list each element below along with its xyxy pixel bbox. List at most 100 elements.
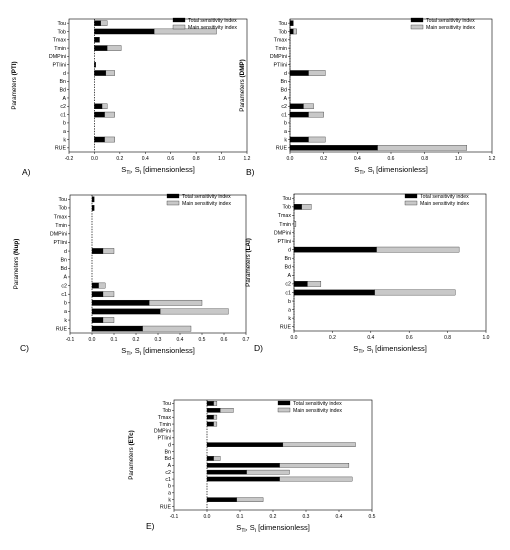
category-label-Tmin: Tmin [275, 46, 287, 52]
category-label-PTIini: PTIini [53, 240, 67, 246]
panel-label: B) [246, 167, 255, 177]
x-tick-label: 1.0 [483, 335, 490, 341]
legend-swatch-main [404, 200, 418, 206]
x-tick-label: 0.6 [388, 156, 395, 162]
category-label-Tou: Tou [162, 401, 171, 407]
category-label-Tmax: Tmax [274, 38, 288, 44]
bar-total-Tou [289, 20, 294, 26]
x-tick-label: 0.2 [133, 337, 140, 343]
category-label-Tmin: Tmin [159, 422, 171, 428]
chart-panel-4: Tou Tob Tmax Tmin DMPini PTIini d Bn Bd Ac2 c1 bakR… [245, 193, 490, 355]
x-tick-label: 0.2 [270, 514, 277, 520]
x-tick-label: 0.4 [142, 156, 149, 162]
x-tick-label: 1.0 [218, 156, 225, 162]
x-tick-label: 0.4 [336, 514, 343, 520]
category-label-Bn: Bn [165, 449, 172, 455]
category-label-Bn: Bn [61, 257, 68, 263]
y-axis-label: Parameters (ETc) [128, 430, 135, 480]
legend-label-main: Main sensitivity index [426, 25, 475, 31]
legend-label-total: Total sensitivity index [420, 194, 469, 200]
x-axis-label: STi, Si [dimensionless] [121, 346, 195, 357]
bar-main-d [282, 442, 356, 447]
y-axis-label: Parameters (LAI) [245, 238, 252, 287]
category-label-Tou: Tou [57, 21, 66, 27]
bar-main-d [308, 70, 326, 76]
bar-main-d [102, 248, 115, 254]
x-tick-label: 0.0 [204, 514, 211, 520]
category-label-Tob: Tob [58, 206, 67, 212]
bar-total-d [94, 70, 107, 76]
panel-label: D) [254, 343, 263, 353]
x-tick-label: 0.4 [367, 335, 374, 341]
legend-label-total: Total sensitivity index [293, 401, 342, 407]
bar-main-c2 [307, 281, 322, 287]
bar-main-Tou [100, 20, 108, 26]
x-tick-label: 0.5 [369, 514, 376, 520]
category-label-k: k [64, 318, 67, 324]
category-label-PTIini: PTIini [273, 63, 287, 69]
category-label-DMPini: DMPini [50, 232, 67, 238]
category-label-d: d [284, 71, 287, 77]
category-label-c1: c1 [165, 477, 171, 483]
bar-main-A [279, 463, 350, 468]
bar-total-c2 [91, 282, 99, 289]
category-label-Tou: Tou [278, 21, 287, 27]
bar-total-d [206, 442, 284, 447]
category-label-b: b [64, 301, 67, 307]
bar-main-k [308, 136, 326, 143]
legend-swatch-total [172, 17, 186, 23]
chart-panel-1: Tou Tob Tmax Tmin DMPini PTIini d Bn Bd Ac2 c1 bakR… [11, 17, 251, 177]
category-label-b: b [168, 484, 171, 490]
x-tick-label: 0.0 [287, 156, 294, 162]
bar-total-RUE [289, 145, 378, 151]
category-label-Tmin: Tmin [279, 222, 291, 228]
bar-total-Tob [91, 205, 95, 211]
bar-total-c1 [94, 111, 105, 118]
chart-panel-3: Tou Tob Tmax Tmin DMPini PTIini d Bn Bd Ac2 c1 bakR… [13, 193, 250, 357]
legend-label-main: Main sensitivity index [293, 408, 342, 414]
bar-total-k [94, 136, 105, 143]
y-axis-label: Parameters (Nup) [13, 239, 20, 290]
x-tick-label: 0.0 [89, 337, 96, 343]
category-label-RUE: RUE [280, 325, 292, 331]
bar-main-Tmin [213, 421, 218, 427]
x-tick-label: 0.3 [303, 514, 310, 520]
category-label-c2: c2 [281, 104, 287, 110]
bar-main-RUE [377, 145, 467, 151]
bar-total-Tob [289, 28, 294, 35]
bar-main-c2 [303, 103, 314, 110]
category-label-Bd: Bd [61, 266, 68, 272]
category-label-c1: c1 [60, 112, 66, 118]
legend-label-main: Main sensitivity index [188, 25, 237, 31]
x-tick-label: -0.2 [65, 156, 74, 162]
bar-main-Bd [213, 456, 221, 461]
x-tick-label: 0.8 [421, 156, 428, 162]
bar-main-c1 [102, 291, 115, 298]
bar-total-a [91, 308, 161, 315]
plot-frame [289, 18, 493, 153]
bar-total-Tmin [94, 45, 108, 51]
category-label-b: b [284, 121, 287, 127]
category-label-Bn: Bn [281, 79, 288, 85]
bar-main-d [105, 70, 115, 76]
category-label-a: a [63, 129, 66, 135]
category-label-Tob: Tob [278, 29, 287, 35]
bar-main-b [149, 299, 203, 306]
category-label-Tmin: Tmin [55, 223, 67, 229]
bar-total-b [91, 299, 150, 306]
category-label-c2: c2 [60, 104, 66, 110]
x-tick-label: 0.0 [291, 335, 298, 341]
category-label-Bn: Bn [285, 256, 292, 262]
category-label-RUE: RUE [56, 326, 68, 332]
category-label-A: A [283, 96, 287, 102]
bar-total-c2 [94, 103, 103, 110]
bar-main-c1 [104, 111, 115, 118]
x-tick-label: 0.6 [221, 337, 228, 343]
bar-total-c1 [289, 111, 309, 118]
